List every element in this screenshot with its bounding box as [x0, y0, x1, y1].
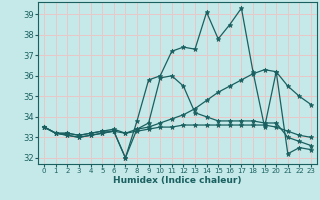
X-axis label: Humidex (Indice chaleur): Humidex (Indice chaleur): [113, 176, 242, 185]
